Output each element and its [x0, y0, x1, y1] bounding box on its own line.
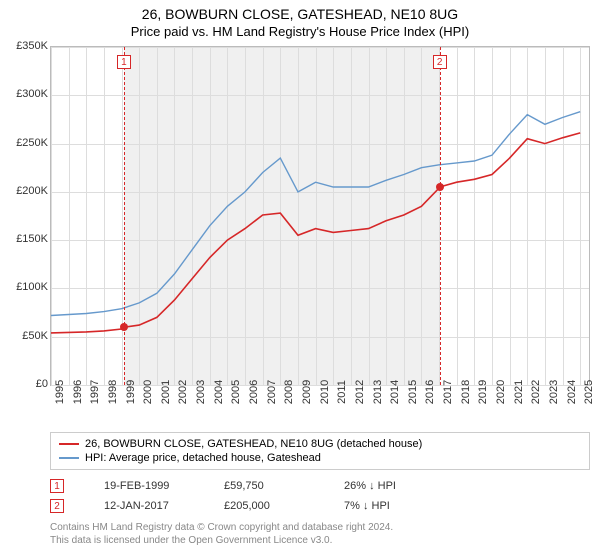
- x-axis-label: 2019: [477, 380, 489, 404]
- y-axis-label: £250K: [4, 137, 48, 149]
- transaction-row: 1 19-FEB-1999 £59,750 26% ↓ HPI: [50, 476, 424, 496]
- marker-dot: [120, 323, 128, 331]
- x-axis-label: 2018: [460, 380, 472, 404]
- x-axis-label: 2021: [513, 380, 525, 404]
- marker-dot: [436, 183, 444, 191]
- x-axis-label: 2014: [389, 380, 401, 404]
- transaction-vs-hpi: 26% ↓ HPI: [344, 480, 424, 492]
- transaction-marker: 1: [50, 479, 64, 493]
- y-axis-label: £50K: [4, 330, 48, 342]
- transaction-row: 2 12-JAN-2017 £205,000 7% ↓ HPI: [50, 496, 424, 516]
- x-axis-label: 1996: [72, 380, 84, 404]
- marker-label: 1: [117, 55, 131, 69]
- attribution-line1: Contains HM Land Registry data © Crown c…: [50, 521, 393, 534]
- chart-subtitle: Price paid vs. HM Land Registry's House …: [0, 22, 600, 43]
- marker-label: 2: [433, 55, 447, 69]
- legend-item: 26, BOWBURN CLOSE, GATESHEAD, NE10 8UG (…: [59, 437, 581, 451]
- x-axis-label: 2015: [407, 380, 419, 404]
- x-axis-label: 2012: [354, 380, 366, 404]
- x-axis-label: 2024: [566, 380, 578, 404]
- series-hpi: [51, 112, 580, 316]
- transaction-price: £59,750: [224, 480, 304, 492]
- y-axis-label: £350K: [4, 40, 48, 52]
- x-axis-label: 2008: [283, 380, 295, 404]
- transaction-vs-hpi: 7% ↓ HPI: [344, 500, 424, 512]
- x-axis-label: 2002: [177, 380, 189, 404]
- y-axis-label: £300K: [4, 88, 48, 100]
- transaction-marker: 2: [50, 499, 64, 513]
- legend: 26, BOWBURN CLOSE, GATESHEAD, NE10 8UG (…: [50, 432, 590, 470]
- transaction-price: £205,000: [224, 500, 304, 512]
- legend-label: 26, BOWBURN CLOSE, GATESHEAD, NE10 8UG (…: [85, 438, 422, 450]
- x-axis-label: 1998: [107, 380, 119, 404]
- transactions-table: 1 19-FEB-1999 £59,750 26% ↓ HPI 2 12-JAN-2017…: [50, 476, 424, 516]
- x-axis-label: 1995: [54, 380, 66, 404]
- x-axis-label: 2020: [495, 380, 507, 404]
- x-axis-label: 2009: [301, 380, 313, 404]
- x-axis-label: 2006: [248, 380, 260, 404]
- x-axis-label: 2010: [319, 380, 331, 404]
- y-axis-label: £200K: [4, 185, 48, 197]
- x-axis-label: 2016: [424, 380, 436, 404]
- x-axis-label: 2005: [230, 380, 242, 404]
- x-axis-label: 1997: [89, 380, 101, 404]
- plot-area: 12: [50, 46, 590, 386]
- legend-item: HPI: Average price, detached house, Gate…: [59, 451, 581, 465]
- x-axis-label: 2000: [142, 380, 154, 404]
- x-axis-label: 2011: [336, 380, 348, 404]
- y-axis-label: £100K: [4, 281, 48, 293]
- y-axis-label: £0: [4, 378, 48, 390]
- chart-svg: [51, 47, 589, 385]
- chart-title: 26, BOWBURN CLOSE, GATESHEAD, NE10 8UG: [0, 0, 600, 22]
- x-axis-label: 2013: [372, 380, 384, 404]
- series-price_paid: [51, 133, 580, 333]
- x-axis-label: 1999: [125, 380, 137, 404]
- chart-container: 26, BOWBURN CLOSE, GATESHEAD, NE10 8UG P…: [0, 0, 600, 560]
- attribution-line2: This data is licensed under the Open Gov…: [50, 534, 393, 547]
- y-axis-label: £150K: [4, 233, 48, 245]
- x-axis-label: 2022: [530, 380, 542, 404]
- x-axis-label: 2023: [548, 380, 560, 404]
- legend-swatch: [59, 457, 79, 459]
- legend-swatch: [59, 443, 79, 445]
- x-axis-label: 2007: [266, 380, 278, 404]
- x-axis-label: 2003: [195, 380, 207, 404]
- x-axis-label: 2004: [213, 380, 225, 404]
- transaction-date: 12-JAN-2017: [104, 500, 184, 512]
- x-axis-label: 2025: [583, 380, 595, 404]
- attribution: Contains HM Land Registry data © Crown c…: [50, 521, 393, 547]
- transaction-date: 19-FEB-1999: [104, 480, 184, 492]
- x-axis-label: 2001: [160, 380, 172, 404]
- x-axis-label: 2017: [442, 380, 454, 404]
- legend-label: HPI: Average price, detached house, Gate…: [85, 452, 321, 464]
